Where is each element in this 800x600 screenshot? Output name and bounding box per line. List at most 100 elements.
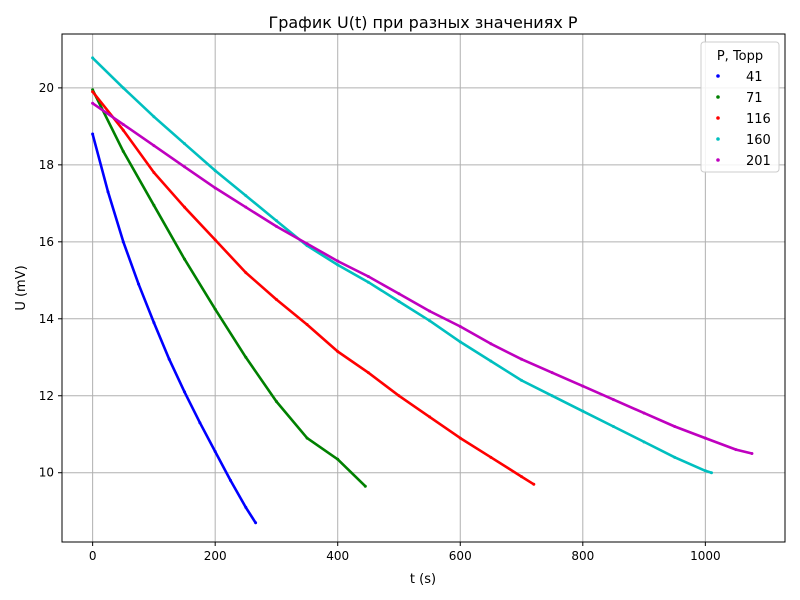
data-point-41 <box>213 450 217 454</box>
data-point-41 <box>183 390 187 394</box>
data-point-160 <box>611 425 615 429</box>
data-point-71 <box>244 355 248 359</box>
data-point-160 <box>91 56 95 60</box>
data-point-71 <box>336 457 340 461</box>
data-point-201 <box>121 122 125 126</box>
data-point-116 <box>183 205 187 209</box>
legend-label-201: 201 <box>746 154 771 169</box>
data-point-201 <box>673 425 677 429</box>
data-point-160 <box>703 469 707 473</box>
data-point-201 <box>750 451 754 455</box>
data-point-116 <box>458 436 462 440</box>
data-point-116 <box>336 350 340 353</box>
data-point-116 <box>274 298 278 302</box>
data-point-160 <box>673 455 677 459</box>
legend-marker-160 <box>716 137 720 141</box>
data-point-116 <box>152 171 156 175</box>
data-point-160 <box>366 280 370 284</box>
legend-items: 41 71 116 160 201 <box>716 70 771 169</box>
data-point-201 <box>397 292 401 296</box>
data-point-71 <box>152 203 156 207</box>
data-point-71 <box>213 307 217 311</box>
data-point-41 <box>167 357 171 361</box>
data-point-160 <box>213 169 217 173</box>
data-point-160 <box>183 142 187 146</box>
data-point-201 <box>305 242 309 246</box>
legend-marker-201 <box>716 158 720 162</box>
data-point-41 <box>121 240 125 244</box>
series-line-41 <box>91 132 257 525</box>
data-point-201 <box>274 224 278 228</box>
legend-marker-116 <box>716 116 720 120</box>
data-point-160 <box>458 340 462 344</box>
legend-label-116: 116 <box>746 112 771 127</box>
x-axis-label: t (s) <box>410 572 436 587</box>
data-point-116 <box>305 323 309 327</box>
data-point-160 <box>336 263 340 267</box>
data-point-201 <box>458 324 462 328</box>
data-point-116 <box>532 482 536 486</box>
series-line-160 <box>91 56 713 474</box>
data-point-71 <box>274 400 278 404</box>
plot-frame <box>61 33 786 543</box>
series-line-71 <box>91 88 367 488</box>
data-point-160 <box>642 440 646 444</box>
data-point-41 <box>152 321 156 325</box>
x-tick-label: 200 <box>204 549 227 563</box>
data-point-116 <box>91 90 95 94</box>
y-tick-label: 20 <box>39 81 54 95</box>
data-point-116 <box>121 128 125 132</box>
y-tick-label: 14 <box>39 312 54 326</box>
data-point-201 <box>611 398 615 402</box>
data-point-160 <box>489 359 493 363</box>
data-point-71 <box>121 149 125 153</box>
data-point-201 <box>520 357 524 361</box>
data-point-160 <box>709 471 713 475</box>
legend-box <box>700 41 780 173</box>
x-tick-label: 1000 <box>690 549 721 563</box>
legend-label-160: 160 <box>746 133 771 148</box>
series-line-116 <box>91 90 536 486</box>
legend-marker-41 <box>716 74 720 78</box>
data-point-116 <box>489 455 493 459</box>
data-point-160 <box>121 86 125 90</box>
data-point-116 <box>366 371 370 375</box>
data-point-201 <box>366 274 370 278</box>
data-point-41 <box>198 421 202 425</box>
data-point-116 <box>397 394 401 398</box>
plot-series <box>91 56 754 525</box>
data-point-71 <box>305 436 309 440</box>
x-tick-label: 600 <box>449 549 472 563</box>
x-tick-label: 400 <box>326 549 349 563</box>
data-point-201 <box>489 342 493 346</box>
data-point-201 <box>336 259 340 263</box>
data-point-116 <box>244 271 248 275</box>
data-point-116 <box>520 475 524 479</box>
data-point-41 <box>91 132 95 136</box>
data-point-201 <box>213 186 217 190</box>
x-tick-label: 800 <box>571 549 594 563</box>
data-point-71 <box>363 484 367 488</box>
data-point-201 <box>734 448 738 452</box>
y-tick-label: 16 <box>39 235 54 249</box>
data-point-201 <box>550 371 554 375</box>
y-tick-label: 10 <box>39 466 54 480</box>
data-point-160 <box>581 409 585 413</box>
data-point-116 <box>428 415 432 419</box>
legend-title: P, Topp <box>717 49 763 64</box>
data-point-41 <box>254 521 258 525</box>
legend-marker-71 <box>716 95 720 99</box>
data-point-201 <box>428 309 432 313</box>
legend-label-41: 41 <box>746 70 763 85</box>
data-point-201 <box>152 144 156 148</box>
x-tick-label: 0 <box>89 549 97 563</box>
data-point-201 <box>703 436 707 440</box>
data-point-201 <box>642 411 646 415</box>
data-point-41 <box>228 478 232 482</box>
data-point-160 <box>520 378 524 382</box>
y-axis-label: U (mV) <box>14 265 29 310</box>
data-point-41 <box>106 190 110 194</box>
y-tick-label: 12 <box>39 389 54 403</box>
